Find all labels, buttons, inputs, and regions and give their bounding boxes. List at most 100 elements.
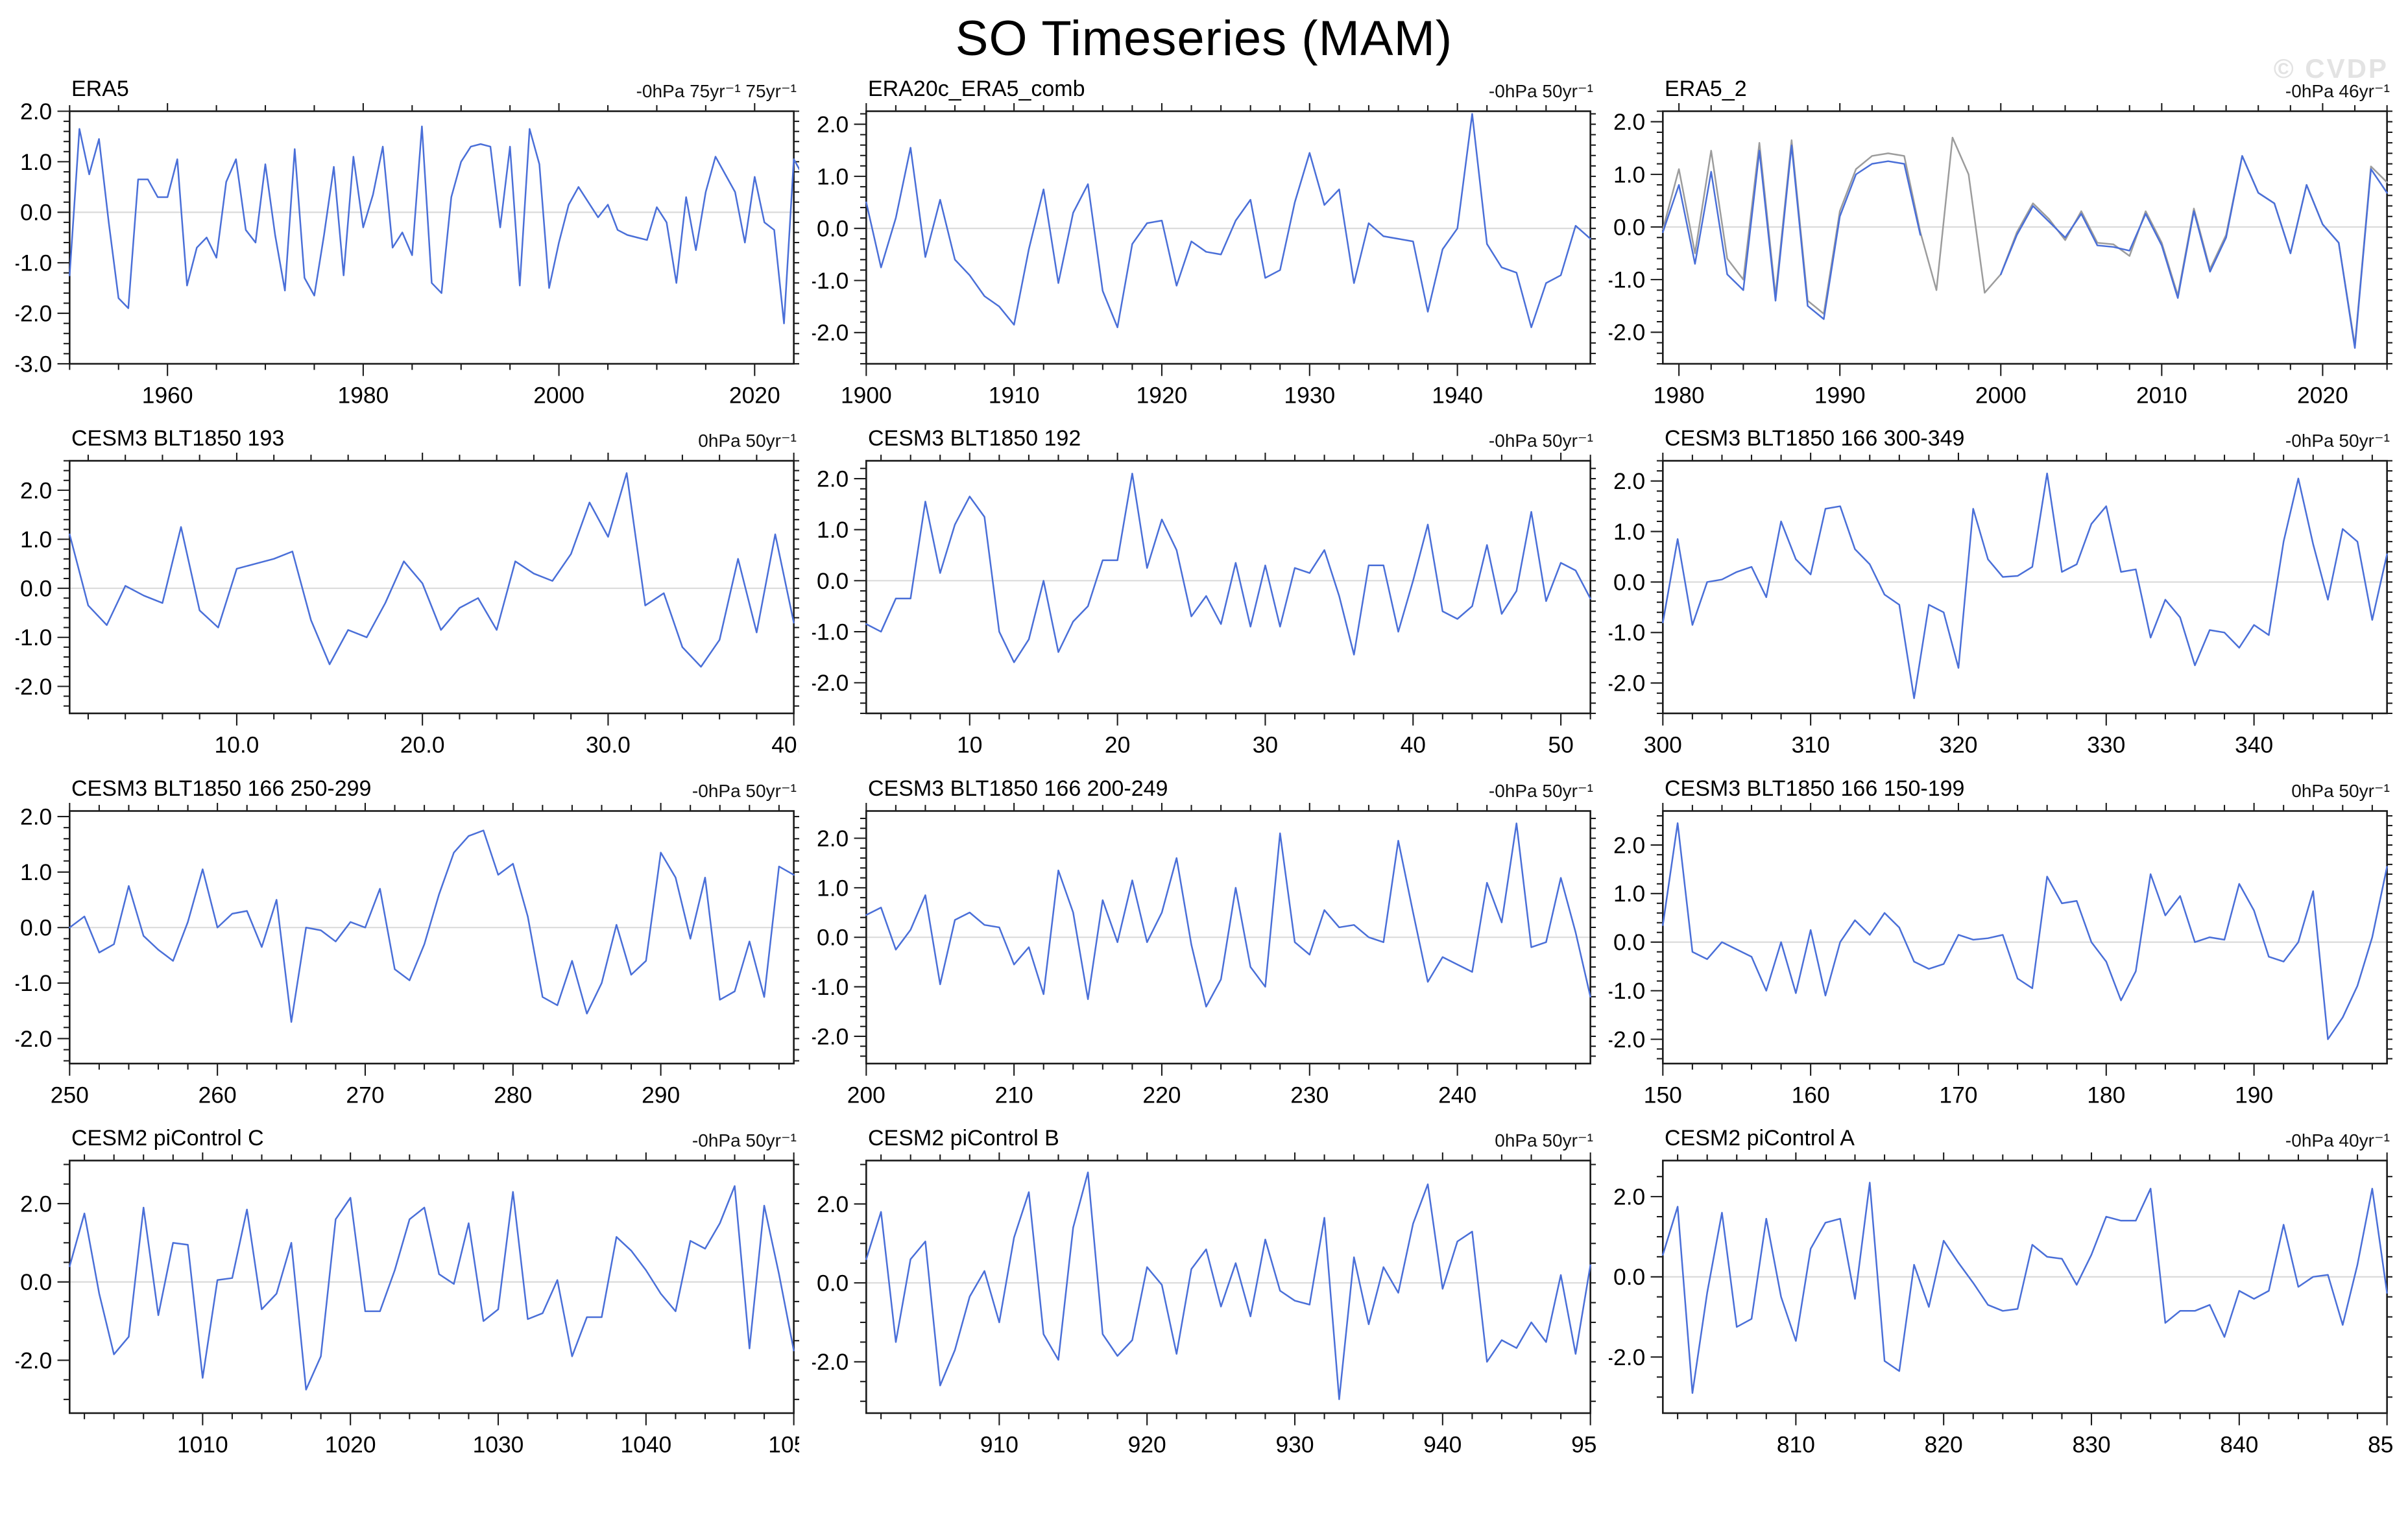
panel-title: ERA5 (71, 77, 129, 101)
svg-text:0.0: 0.0 (20, 1269, 52, 1295)
timeseries-plot: 1980 1990 2000 2010 2020 2.0 1.0 0.0 -1.0 -2.0 (1609, 103, 2392, 408)
timeseries-panel: CESM3 BLT1850 192 -0hPa 50yr⁻¹ 10 20 30 40 5… (806, 423, 1602, 770)
panel-trend-units: -0hPa 50yr⁻¹ (1488, 81, 1593, 101)
svg-text:820: 820 (1925, 1432, 1963, 1458)
svg-text:-2.0: -2.0 (812, 671, 849, 697)
svg-text:300: 300 (1644, 732, 1682, 758)
panel-trend-units: -0hPa 50yr⁻¹ (1488, 780, 1593, 801)
svg-text:230: 230 (1290, 1082, 1329, 1108)
panel-header: CESM3 BLT1850 166 200-249 -0hPa 50yr⁻¹ (812, 773, 1596, 803)
svg-text:1.0: 1.0 (817, 875, 849, 901)
svg-text:1010: 1010 (177, 1432, 228, 1458)
svg-text:1.0: 1.0 (1613, 881, 1645, 907)
svg-text:-2.0: -2.0 (16, 1348, 52, 1374)
svg-text:0.0: 0.0 (20, 915, 52, 941)
svg-text:290: 290 (642, 1082, 680, 1108)
svg-text:40: 40 (1401, 732, 1426, 758)
timeseries-panel: ERA20c_ERA5_comb -0hPa 50yr⁻¹ 1900 1910 19… (806, 73, 1602, 420)
svg-text:2000: 2000 (1975, 382, 2027, 408)
timeseries-plot: 810 820 830 840 850 2.0 0.0 -2.0 (1609, 1152, 2392, 1458)
svg-text:1030: 1030 (473, 1432, 524, 1458)
svg-text:850: 850 (2368, 1432, 2392, 1458)
series-line (1662, 473, 2388, 700)
svg-text:-1.0: -1.0 (1609, 267, 1645, 293)
series-line (69, 472, 795, 668)
series-line (1662, 136, 2388, 346)
svg-text:210: 210 (995, 1082, 1033, 1108)
panel-trend-units: 0hPa 50yr⁻¹ (698, 431, 797, 451)
svg-text:-1.0: -1.0 (812, 619, 849, 645)
panel-trend-units: -0hPa 46yr⁻¹ (2285, 81, 2390, 101)
svg-text:-3.0: -3.0 (16, 351, 52, 377)
svg-text:2.0: 2.0 (20, 103, 52, 125)
svg-text:940: 940 (1423, 1432, 1462, 1458)
svg-text:-1.0: -1.0 (1609, 978, 1645, 1004)
panel-header: CESM2 piControl B 0hPa 50yr⁻¹ (812, 1123, 1596, 1152)
panel-trend-units: -0hPa 75yr⁻¹ 75yr⁻¹ (636, 81, 797, 101)
svg-text:1050: 1050 (768, 1432, 799, 1458)
timeseries-plot: 910 920 930 940 950 2.0 0.0 -2.0 (812, 1152, 1596, 1458)
series-line (69, 125, 799, 324)
svg-text:220: 220 (1142, 1082, 1181, 1108)
panel-header: CESM3 BLT1850 193 0hPa 50yr⁻¹ (16, 423, 799, 453)
panel-trend-units: 0hPa 50yr⁻¹ (1495, 1130, 1593, 1151)
svg-text:0.0: 0.0 (817, 1270, 849, 1296)
svg-text:-2.0: -2.0 (16, 1026, 52, 1052)
svg-text:160: 160 (1792, 1082, 1830, 1108)
svg-text:1.0: 1.0 (20, 149, 52, 175)
svg-text:40.0: 40.0 (771, 732, 799, 758)
panel-title: CESM3 BLT1850 193 (71, 426, 285, 451)
svg-text:2.0: 2.0 (1613, 1184, 1645, 1210)
svg-text:-1.0: -1.0 (16, 970, 52, 996)
timeseries-panel: CESM3 BLT1850 166 300-349 -0hPa 50yr⁻¹ 3… (1602, 423, 2399, 770)
svg-text:840: 840 (2220, 1432, 2258, 1458)
svg-text:180: 180 (2087, 1082, 2125, 1108)
svg-text:2.0: 2.0 (1613, 109, 1645, 135)
svg-text:2.0: 2.0 (1613, 832, 1645, 858)
series-line (1662, 822, 2388, 1040)
svg-text:10: 10 (957, 732, 982, 758)
svg-text:310: 310 (1792, 732, 1830, 758)
svg-text:1960: 1960 (142, 382, 193, 408)
panel-trend-units: -0hPa 40yr⁻¹ (2285, 1130, 2390, 1151)
svg-text:20.0: 20.0 (400, 732, 445, 758)
svg-text:2.0: 2.0 (20, 804, 52, 829)
series-line (1662, 144, 2388, 349)
svg-text:-2.0: -2.0 (812, 320, 849, 346)
svg-text:2.0: 2.0 (20, 1191, 52, 1217)
series-line (69, 829, 795, 1023)
svg-text:150: 150 (1644, 1082, 1682, 1108)
timeseries-plot: 1900 1910 1920 1930 1940 2.0 1.0 0.0 -1.0 -2.0 (812, 103, 1596, 408)
svg-text:2010: 2010 (2136, 382, 2187, 408)
svg-text:1.0: 1.0 (20, 859, 52, 885)
svg-text:320: 320 (1939, 732, 1977, 758)
timeseries-panel: CESM3 BLT1850 166 200-249 -0hPa 50yr⁻¹ 2… (806, 773, 1602, 1120)
panel-title: ERA20c_ERA5_comb (868, 77, 1085, 101)
svg-text:-1.0: -1.0 (1609, 620, 1645, 646)
panel-header: CESM3 BLT1850 166 300-349 -0hPa 50yr⁻¹ (1609, 423, 2392, 453)
series-line (865, 1171, 1591, 1401)
svg-text:190: 190 (2235, 1082, 2273, 1108)
svg-text:-2.0: -2.0 (1609, 320, 1645, 346)
svg-text:1990: 1990 (1814, 382, 1866, 408)
svg-text:0.0: 0.0 (20, 576, 52, 602)
svg-text:2.0: 2.0 (817, 466, 849, 492)
panel-title: CESM2 piControl A (1665, 1126, 1855, 1151)
svg-text:10.0: 10.0 (214, 732, 259, 758)
panel-title: CESM3 BLT1850 192 (868, 426, 1081, 451)
svg-text:810: 810 (1777, 1432, 1815, 1458)
svg-text:-2.0: -2.0 (16, 674, 52, 700)
panel-trend-units: -0hPa 50yr⁻¹ (692, 1130, 797, 1151)
panel-title: CESM2 piControl C (71, 1126, 264, 1151)
svg-text:20: 20 (1105, 732, 1130, 758)
svg-text:330: 330 (2087, 732, 2125, 758)
panel-header: CESM3 BLT1850 166 150-199 0hPa 50yr⁻¹ (1609, 773, 2392, 803)
svg-text:2020: 2020 (2297, 382, 2348, 408)
page-title: SO Timeseries (MAM) (955, 11, 1453, 66)
svg-text:-2.0: -2.0 (1609, 1344, 1645, 1370)
svg-text:-2.0: -2.0 (16, 300, 52, 326)
svg-text:1.0: 1.0 (1613, 161, 1645, 187)
svg-text:1.0: 1.0 (817, 518, 849, 543)
svg-text:-2.0: -2.0 (812, 1023, 849, 1049)
panel-trend-units: 0hPa 50yr⁻¹ (2291, 780, 2390, 801)
